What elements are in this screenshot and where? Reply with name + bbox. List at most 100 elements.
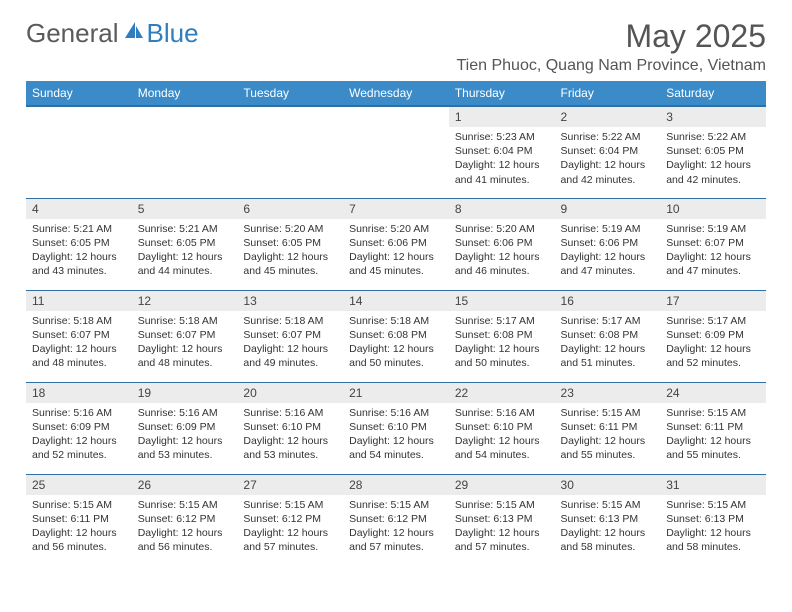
day-number: 28: [343, 475, 449, 495]
calendar-cell: 29Sunrise: 5:15 AMSunset: 6:13 PMDayligh…: [449, 474, 555, 566]
day-data: Sunrise: 5:15 AMSunset: 6:11 PMDaylight:…: [660, 403, 766, 469]
sunrise-text: Sunrise: 5:15 AM: [243, 498, 337, 512]
day-number: 7: [343, 199, 449, 219]
calendar-week-row: 18Sunrise: 5:16 AMSunset: 6:09 PMDayligh…: [26, 382, 766, 474]
calendar-cell: 19Sunrise: 5:16 AMSunset: 6:09 PMDayligh…: [132, 382, 238, 474]
day-number: 4: [26, 199, 132, 219]
daylight-text: Daylight: 12 hours and 49 minutes.: [243, 342, 337, 370]
calendar-cell: 24Sunrise: 5:15 AMSunset: 6:11 PMDayligh…: [660, 382, 766, 474]
calendar-week-row: 4Sunrise: 5:21 AMSunset: 6:05 PMDaylight…: [26, 198, 766, 290]
daylight-text: Daylight: 12 hours and 43 minutes.: [32, 250, 126, 278]
sunrise-text: Sunrise: 5:19 AM: [561, 222, 655, 236]
sunset-text: Sunset: 6:06 PM: [349, 236, 443, 250]
weekday-header: Sunday: [26, 81, 132, 106]
sunrise-text: Sunrise: 5:15 AM: [32, 498, 126, 512]
daylight-text: Daylight: 12 hours and 52 minutes.: [666, 342, 760, 370]
daylight-text: Daylight: 12 hours and 45 minutes.: [243, 250, 337, 278]
sunrise-text: Sunrise: 5:18 AM: [32, 314, 126, 328]
calendar-cell: [237, 106, 343, 198]
daylight-text: Daylight: 12 hours and 58 minutes.: [666, 526, 760, 554]
daylight-text: Daylight: 12 hours and 45 minutes.: [349, 250, 443, 278]
day-data: Sunrise: 5:21 AMSunset: 6:05 PMDaylight:…: [132, 219, 238, 285]
sunset-text: Sunset: 6:05 PM: [243, 236, 337, 250]
sunrise-text: Sunrise: 5:21 AM: [32, 222, 126, 236]
sunset-text: Sunset: 6:10 PM: [349, 420, 443, 434]
sunrise-text: Sunrise: 5:20 AM: [455, 222, 549, 236]
calendar-cell: 4Sunrise: 5:21 AMSunset: 6:05 PMDaylight…: [26, 198, 132, 290]
day-number: 30: [555, 475, 661, 495]
calendar-cell: 26Sunrise: 5:15 AMSunset: 6:12 PMDayligh…: [132, 474, 238, 566]
sunrise-text: Sunrise: 5:15 AM: [349, 498, 443, 512]
day-data: Sunrise: 5:21 AMSunset: 6:05 PMDaylight:…: [26, 219, 132, 285]
sunrise-text: Sunrise: 5:15 AM: [666, 406, 760, 420]
sunrise-text: Sunrise: 5:17 AM: [561, 314, 655, 328]
calendar-cell: 5Sunrise: 5:21 AMSunset: 6:05 PMDaylight…: [132, 198, 238, 290]
sunrise-text: Sunrise: 5:16 AM: [138, 406, 232, 420]
calendar-cell: 30Sunrise: 5:15 AMSunset: 6:13 PMDayligh…: [555, 474, 661, 566]
title-block: May 2025 Tien Phuoc, Quang Nam Province,…: [457, 18, 767, 75]
sunrise-text: Sunrise: 5:22 AM: [666, 130, 760, 144]
weekday-header: Wednesday: [343, 81, 449, 106]
day-number: 8: [449, 199, 555, 219]
sunset-text: Sunset: 6:11 PM: [666, 420, 760, 434]
calendar-cell: 22Sunrise: 5:16 AMSunset: 6:10 PMDayligh…: [449, 382, 555, 474]
logo: General Blue: [26, 18, 199, 49]
sunset-text: Sunset: 6:08 PM: [561, 328, 655, 342]
sunrise-text: Sunrise: 5:18 AM: [243, 314, 337, 328]
daylight-text: Daylight: 12 hours and 57 minutes.: [349, 526, 443, 554]
day-number: 27: [237, 475, 343, 495]
calendar-cell: 2Sunrise: 5:22 AMSunset: 6:04 PMDaylight…: [555, 106, 661, 198]
sunrise-text: Sunrise: 5:16 AM: [243, 406, 337, 420]
day-data: Sunrise: 5:18 AMSunset: 6:07 PMDaylight:…: [132, 311, 238, 377]
sunset-text: Sunset: 6:11 PM: [32, 512, 126, 526]
day-data: Sunrise: 5:15 AMSunset: 6:13 PMDaylight:…: [555, 495, 661, 561]
day-number: 22: [449, 383, 555, 403]
day-data: Sunrise: 5:19 AMSunset: 6:07 PMDaylight:…: [660, 219, 766, 285]
day-number: 15: [449, 291, 555, 311]
day-data: Sunrise: 5:16 AMSunset: 6:09 PMDaylight:…: [132, 403, 238, 469]
day-data: Sunrise: 5:23 AMSunset: 6:04 PMDaylight:…: [449, 127, 555, 193]
day-number: 23: [555, 383, 661, 403]
calendar-week-row: 1Sunrise: 5:23 AMSunset: 6:04 PMDaylight…: [26, 106, 766, 198]
day-data: Sunrise: 5:15 AMSunset: 6:13 PMDaylight:…: [449, 495, 555, 561]
calendar-week-row: 11Sunrise: 5:18 AMSunset: 6:07 PMDayligh…: [26, 290, 766, 382]
sunrise-text: Sunrise: 5:21 AM: [138, 222, 232, 236]
day-number: 9: [555, 199, 661, 219]
calendar-cell: 27Sunrise: 5:15 AMSunset: 6:12 PMDayligh…: [237, 474, 343, 566]
sunset-text: Sunset: 6:07 PM: [32, 328, 126, 342]
daylight-text: Daylight: 12 hours and 54 minutes.: [455, 434, 549, 462]
calendar-cell: 7 Sunrise: 5:20 AMSunset: 6:06 PMDaylight…: [343, 198, 449, 290]
sunset-text: Sunset: 6:09 PM: [32, 420, 126, 434]
sunset-text: Sunset: 6:06 PM: [561, 236, 655, 250]
daylight-text: Daylight: 12 hours and 44 minutes.: [138, 250, 232, 278]
calendar-table: Sunday Monday Tuesday Wednesday Thursday…: [26, 81, 766, 566]
daylight-text: Daylight: 12 hours and 58 minutes.: [561, 526, 655, 554]
sunrise-text: Sunrise: 5:16 AM: [32, 406, 126, 420]
day-data: Sunrise: 5:17 AMSunset: 6:09 PMDaylight:…: [660, 311, 766, 377]
daylight-text: Daylight: 12 hours and 55 minutes.: [666, 434, 760, 462]
calendar-cell: 17Sunrise: 5:17 AMSunset: 6:09 PMDayligh…: [660, 290, 766, 382]
daylight-text: Daylight: 12 hours and 53 minutes.: [243, 434, 337, 462]
sunset-text: Sunset: 6:13 PM: [561, 512, 655, 526]
sunrise-text: Sunrise: 5:20 AM: [349, 222, 443, 236]
sunrise-text: Sunrise: 5:15 AM: [455, 498, 549, 512]
daylight-text: Daylight: 12 hours and 41 minutes.: [455, 158, 549, 186]
day-number: 31: [660, 475, 766, 495]
day-data: Sunrise: 5:15 AMSunset: 6:11 PMDaylight:…: [555, 403, 661, 469]
daylight-text: Daylight: 12 hours and 53 minutes.: [138, 434, 232, 462]
day-number: 18: [26, 383, 132, 403]
weekday-header: Thursday: [449, 81, 555, 106]
day-number: 17: [660, 291, 766, 311]
sunrise-text: Sunrise: 5:16 AM: [455, 406, 549, 420]
day-data: Sunrise: 5:17 AMSunset: 6:08 PMDaylight:…: [555, 311, 661, 377]
sunset-text: Sunset: 6:04 PM: [455, 144, 549, 158]
sunrise-text: Sunrise: 5:22 AM: [561, 130, 655, 144]
day-number: 2: [555, 107, 661, 127]
day-number: 29: [449, 475, 555, 495]
calendar-cell: 28Sunrise: 5:15 AMSunset: 6:12 PMDayligh…: [343, 474, 449, 566]
calendar-cell: 6Sunrise: 5:20 AMSunset: 6:05 PMDaylight…: [237, 198, 343, 290]
day-data: Sunrise: 5:16 AMSunset: 6:10 PMDaylight:…: [343, 403, 449, 469]
day-data: Sunrise: 5:16 AMSunset: 6:10 PMDaylight:…: [237, 403, 343, 469]
sunset-text: Sunset: 6:05 PM: [32, 236, 126, 250]
weekday-header-row: Sunday Monday Tuesday Wednesday Thursday…: [26, 81, 766, 106]
